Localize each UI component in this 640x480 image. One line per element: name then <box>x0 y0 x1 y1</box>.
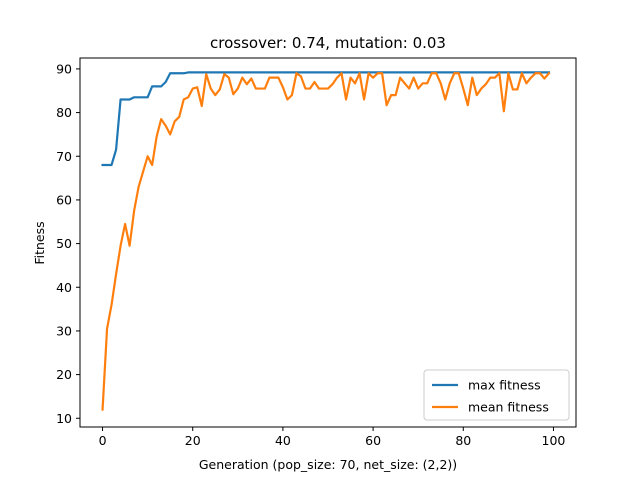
y-axis-label: Fitness <box>32 221 47 264</box>
y-tick-label: 20 <box>56 367 72 382</box>
legend-label-max-fitness: max fitness <box>468 378 541 393</box>
y-tick-label: 30 <box>56 323 72 338</box>
x-axis-label: Generation (pop_size: 70, net_size: (2,2… <box>199 457 457 472</box>
y-tick-label: 80 <box>56 105 72 120</box>
y-tick-label: 40 <box>56 280 72 295</box>
chart-legend: max fitness mean fitness <box>424 370 569 420</box>
x-tick-label: 60 <box>365 433 381 448</box>
chart-title: crossover: 0.74, mutation: 0.03 <box>210 34 446 52</box>
x-tick-label: 0 <box>99 433 107 448</box>
x-tick-label: 80 <box>455 433 471 448</box>
y-tick-label: 90 <box>56 61 72 76</box>
x-tick-label: 20 <box>185 433 201 448</box>
y-tick-label: 60 <box>56 192 72 207</box>
x-tick-label: 40 <box>275 433 291 448</box>
x-tick-label: 100 <box>542 433 566 448</box>
y-tick-label: 70 <box>56 149 72 164</box>
y-tick-label: 50 <box>56 236 72 251</box>
legend-label-mean-fitness: mean fitness <box>468 400 549 415</box>
y-tick-label: 10 <box>56 411 72 426</box>
